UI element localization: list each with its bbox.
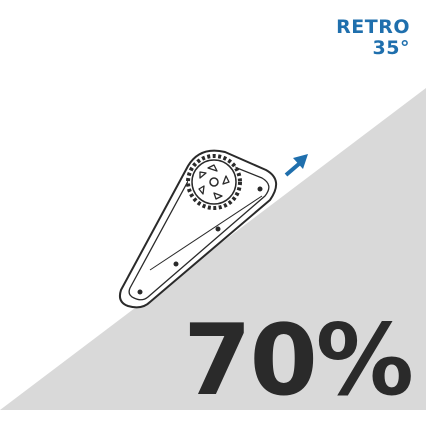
incline-label: 70% <box>183 304 414 418</box>
track <box>118 149 277 309</box>
bolt <box>173 261 179 267</box>
bolt <box>137 289 143 295</box>
direction-arrow <box>284 154 308 177</box>
arrow-shaft <box>284 161 302 177</box>
bolt <box>257 186 263 192</box>
title: RETRO <box>336 16 410 38</box>
sprocket <box>191 159 237 205</box>
sprocket-teeth <box>186 154 242 210</box>
track-rail <box>149 195 263 271</box>
sprocket-holes <box>198 164 230 200</box>
subtitle: 35° <box>372 37 410 59</box>
sprocket-hub <box>209 177 219 187</box>
bolt <box>215 226 221 232</box>
bolts <box>137 186 263 295</box>
track-inner <box>128 160 270 301</box>
arrow-head <box>293 154 308 169</box>
